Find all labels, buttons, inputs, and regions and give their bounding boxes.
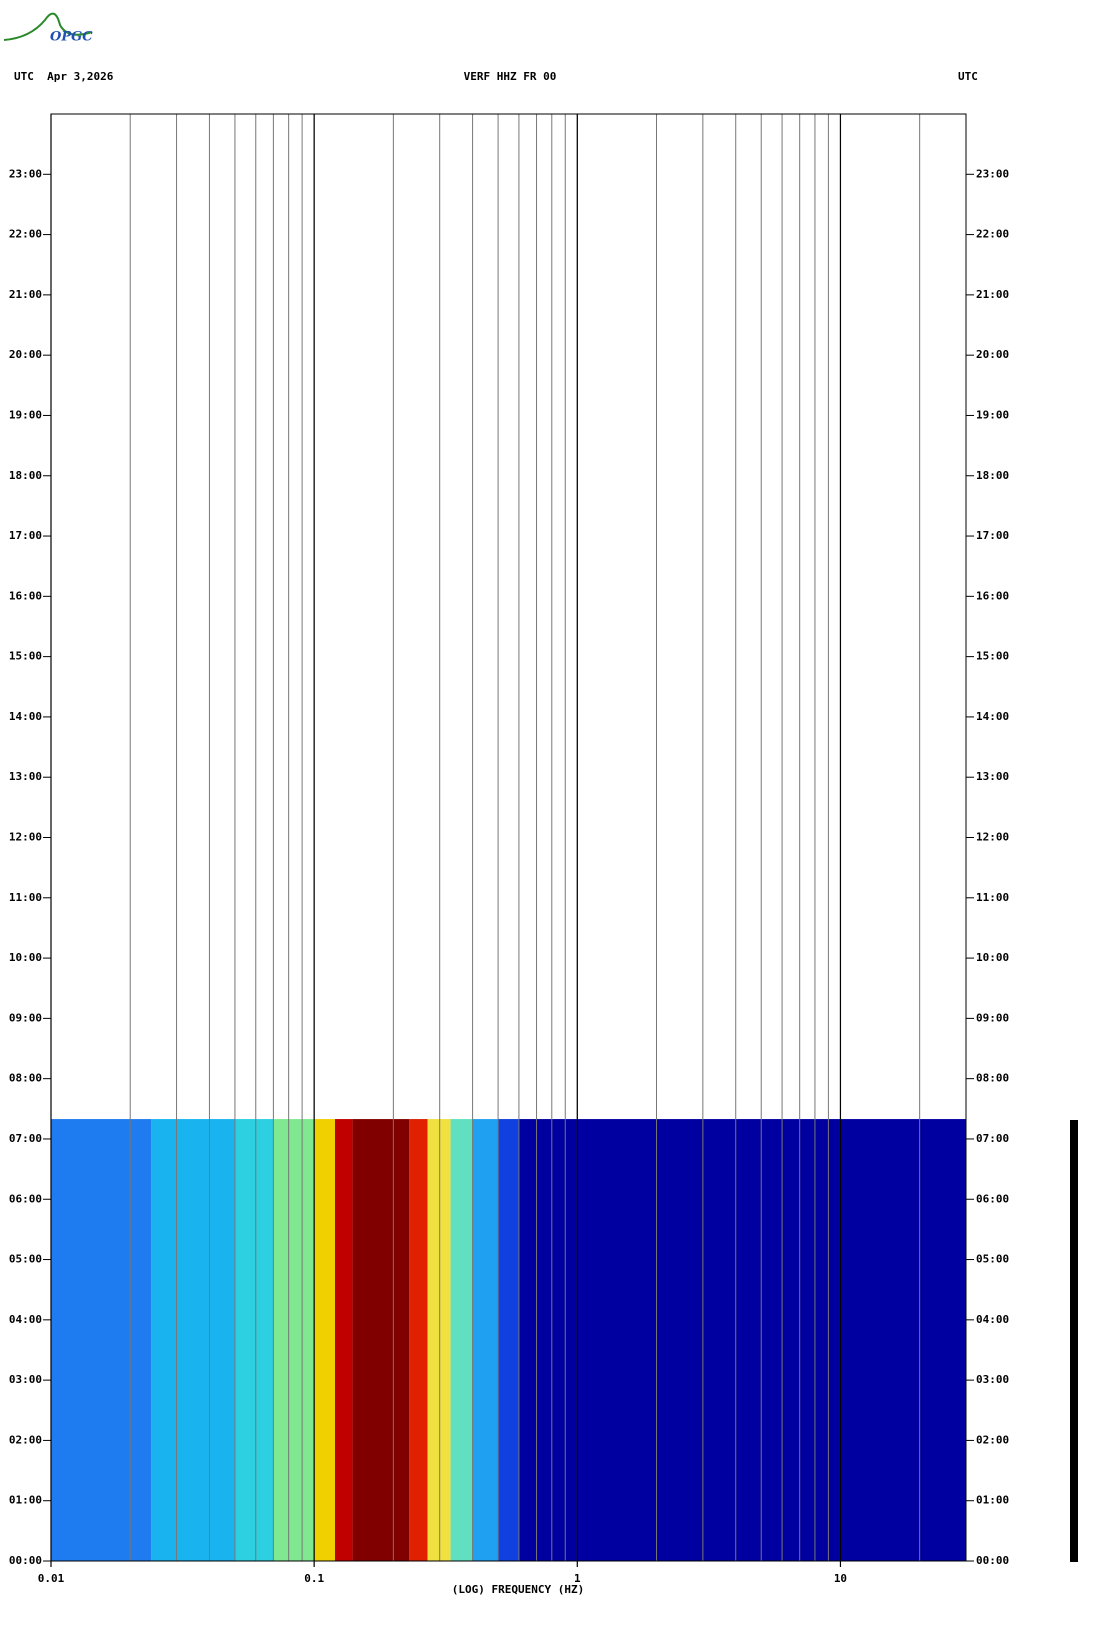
x-tick-label: 1 xyxy=(574,1572,581,1585)
y-tick-label: 11:00 xyxy=(976,891,1009,904)
y-tick-label: 01:00 xyxy=(976,1494,1009,1507)
y-tick-label: 12:00 xyxy=(976,831,1009,844)
logo-shape xyxy=(3,12,93,41)
spectrum-band xyxy=(51,1119,152,1561)
x-tick-label: 10 xyxy=(834,1572,847,1585)
y-tick-label: 04:00 xyxy=(9,1313,42,1326)
y-tick-label: 05:00 xyxy=(976,1253,1009,1266)
y-tick-label: 13:00 xyxy=(976,770,1009,783)
y-tick-label: 07:00 xyxy=(9,1132,42,1145)
y-tick-label: 22:00 xyxy=(976,228,1009,241)
spectrum-band xyxy=(273,1119,315,1561)
spectrum-band xyxy=(334,1119,353,1561)
logo: OPGC xyxy=(50,30,93,45)
spectrum-band xyxy=(427,1119,451,1561)
spectrum-band xyxy=(472,1119,499,1561)
y-tick-label: 06:00 xyxy=(9,1192,42,1205)
y-tick-label: 17:00 xyxy=(976,529,1009,542)
right-label: UTC xyxy=(958,70,978,83)
y-tick-label: 18:00 xyxy=(9,469,42,482)
y-tick-label: 16:00 xyxy=(976,589,1009,602)
spectrum-band xyxy=(450,1119,473,1561)
y-tick-label: 08:00 xyxy=(9,1072,42,1085)
waveform-trace xyxy=(1070,1120,1078,1562)
y-tick-label: 23:00 xyxy=(976,167,1009,180)
y-tick-label: 07:00 xyxy=(976,1132,1009,1145)
y-tick-label: 20:00 xyxy=(976,348,1009,361)
y-tick-label: 03:00 xyxy=(9,1373,42,1386)
y-tick-label: 14:00 xyxy=(976,710,1009,723)
date-label: UTC Apr 3,2026 xyxy=(14,70,114,83)
plot-frame xyxy=(50,113,967,1562)
y-tick-label: 12:00 xyxy=(9,831,42,844)
chart-title: VERF HHZ FR 00 xyxy=(464,70,557,83)
y-tick-label: 02:00 xyxy=(976,1433,1009,1446)
y-tick-label: 19:00 xyxy=(9,408,42,421)
spectrum-band xyxy=(352,1119,410,1561)
y-tick-label: 10:00 xyxy=(976,951,1009,964)
y-tick-label: 08:00 xyxy=(976,1072,1009,1085)
y-tick-label: 09:00 xyxy=(9,1011,42,1024)
spectrum-band xyxy=(409,1119,428,1561)
y-tick-label: 19:00 xyxy=(976,408,1009,421)
y-tick-label: 21:00 xyxy=(976,288,1009,301)
spectrum-band xyxy=(498,1119,519,1561)
x-tick-label: 0.1 xyxy=(304,1572,324,1585)
y-tick-label: 16:00 xyxy=(9,589,42,602)
y-tick-label: 11:00 xyxy=(9,891,42,904)
y-tick-label: 22:00 xyxy=(9,228,42,241)
y-tick-label: 15:00 xyxy=(976,650,1009,663)
y-tick-label: 00:00 xyxy=(976,1554,1009,1567)
y-tick-label: 04:00 xyxy=(976,1313,1009,1326)
y-tick-label: 00:00 xyxy=(9,1554,42,1567)
y-tick-label: 15:00 xyxy=(9,650,42,663)
y-tick-label: 06:00 xyxy=(976,1192,1009,1205)
y-tick-label: 09:00 xyxy=(976,1011,1009,1024)
y-tick-label: 03:00 xyxy=(976,1373,1009,1386)
y-tick-label: 21:00 xyxy=(9,288,42,301)
y-tick-label: 02:00 xyxy=(9,1433,42,1446)
spectrum-band xyxy=(151,1119,235,1561)
y-tick-label: 20:00 xyxy=(9,348,42,361)
y-tick-label: 10:00 xyxy=(9,951,42,964)
spectrum-band xyxy=(234,1119,274,1561)
spectrum-band xyxy=(314,1119,335,1561)
y-tick-label: 13:00 xyxy=(9,770,42,783)
y-tick-label: 14:00 xyxy=(9,710,42,723)
y-tick-label: 17:00 xyxy=(9,529,42,542)
spectrum-band xyxy=(518,1119,966,1561)
y-tick-label: 01:00 xyxy=(9,1494,42,1507)
x-axis-label: (LOG) FREQUENCY (HZ) xyxy=(452,1583,584,1596)
y-tick-label: 23:00 xyxy=(9,167,42,180)
y-tick-label: 18:00 xyxy=(976,469,1009,482)
x-tick-label: 0.01 xyxy=(38,1572,65,1585)
y-tick-label: 05:00 xyxy=(9,1253,42,1266)
